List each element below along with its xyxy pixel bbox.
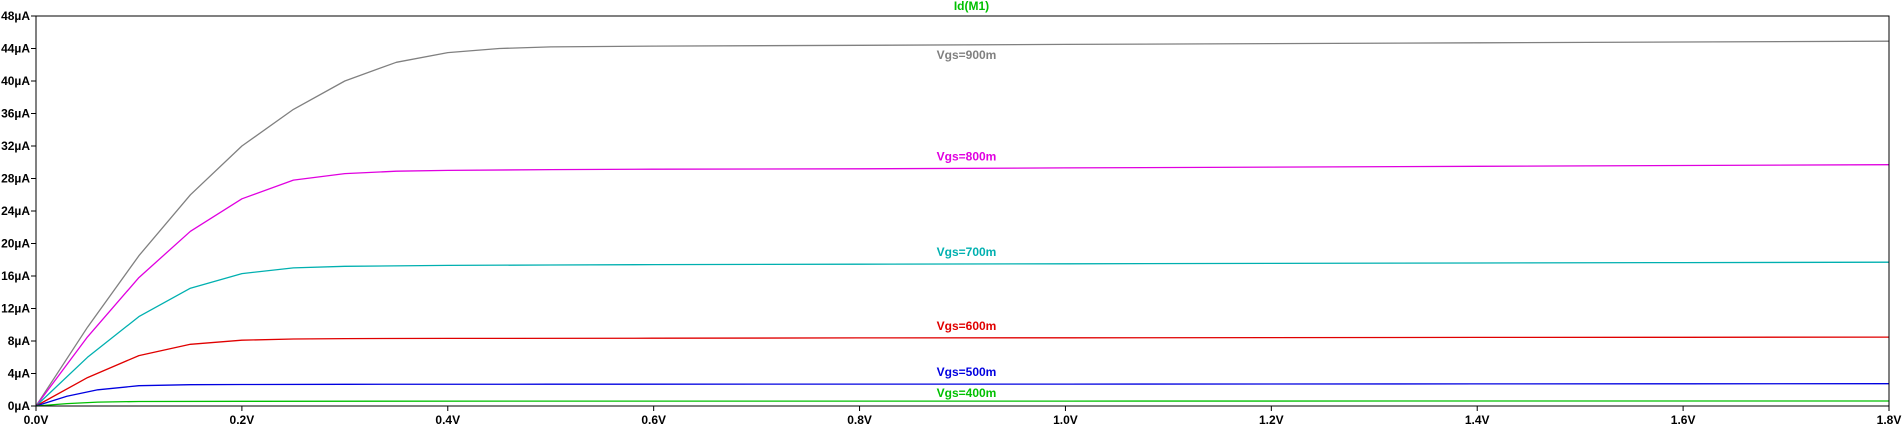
y-tick-label: 28µA <box>1 172 30 186</box>
plot-title[interactable]: Id(M1) <box>954 0 989 13</box>
series-label: Vgs=400m <box>937 386 997 400</box>
series-line-vgs-400m[interactable] <box>35 400 1889 407</box>
plot-frame[interactable] <box>35 15 1890 407</box>
x-tick-label: 0.8V <box>847 413 872 427</box>
series-label: Vgs=800m <box>937 149 997 163</box>
x-tick-label: 0.4V <box>435 413 460 427</box>
x-tick-label: 1.8V <box>1877 413 1902 427</box>
y-tick-label: 48µA <box>1 9 30 23</box>
y-tick-label: 40µA <box>1 74 30 88</box>
y-tick-label: 0µA <box>8 399 31 413</box>
y-tick-label: 32µA <box>1 139 30 153</box>
series-line-vgs-700m[interactable] <box>35 261 1890 407</box>
series-label: Vgs=500m <box>937 365 997 379</box>
x-tick-label: 0.6V <box>641 413 666 427</box>
series-lines <box>35 40 1890 407</box>
series-line-vgs-600m[interactable] <box>35 336 1890 407</box>
y-axis: 0µA 4µA 8µA 12µA 16µA 20µA 24µA 28µA 32µA 36µA 40µ… <box>1 9 36 413</box>
y-tick-label: 36µA <box>1 107 30 121</box>
series-label: Vgs=900m <box>937 48 997 62</box>
series-line-vgs-500m[interactable] <box>35 383 1890 407</box>
series-label: Vgs=600m <box>937 319 997 333</box>
y-tick-label: 44µA <box>1 42 30 56</box>
series-line-vgs-900m[interactable] <box>35 40 1890 407</box>
y-tick-label: 24µA <box>1 204 30 218</box>
series-line-vgs-800m[interactable] <box>35 164 1890 407</box>
y-tick-label: 4µA <box>8 367 31 381</box>
x-tick-label: 0.2V <box>230 413 255 427</box>
y-tick-label: 20µA <box>1 237 30 251</box>
x-tick-label: 0.0V <box>24 413 49 427</box>
y-tick-label: 12µA <box>1 302 30 316</box>
series-label: Vgs=700m <box>937 245 997 259</box>
x-tick-label: 1.2V <box>1259 413 1284 427</box>
x-tick-label: 1.4V <box>1465 413 1490 427</box>
y-tick-label: 8µA <box>8 334 31 348</box>
x-axis: 0.0V 0.2V 0.4V 0.6V 0.8V 1.0V 1.2V 1.4V 1.6V 1.8V <box>24 406 1902 427</box>
series-labels: Vgs=900m Vgs=800m Vgs=700m Vgs=600m Vgs=500m… <box>937 48 997 400</box>
x-tick-label: 1.6V <box>1671 413 1696 427</box>
x-tick-label: 1.0V <box>1053 413 1078 427</box>
y-tick-label: 16µA <box>1 269 30 283</box>
